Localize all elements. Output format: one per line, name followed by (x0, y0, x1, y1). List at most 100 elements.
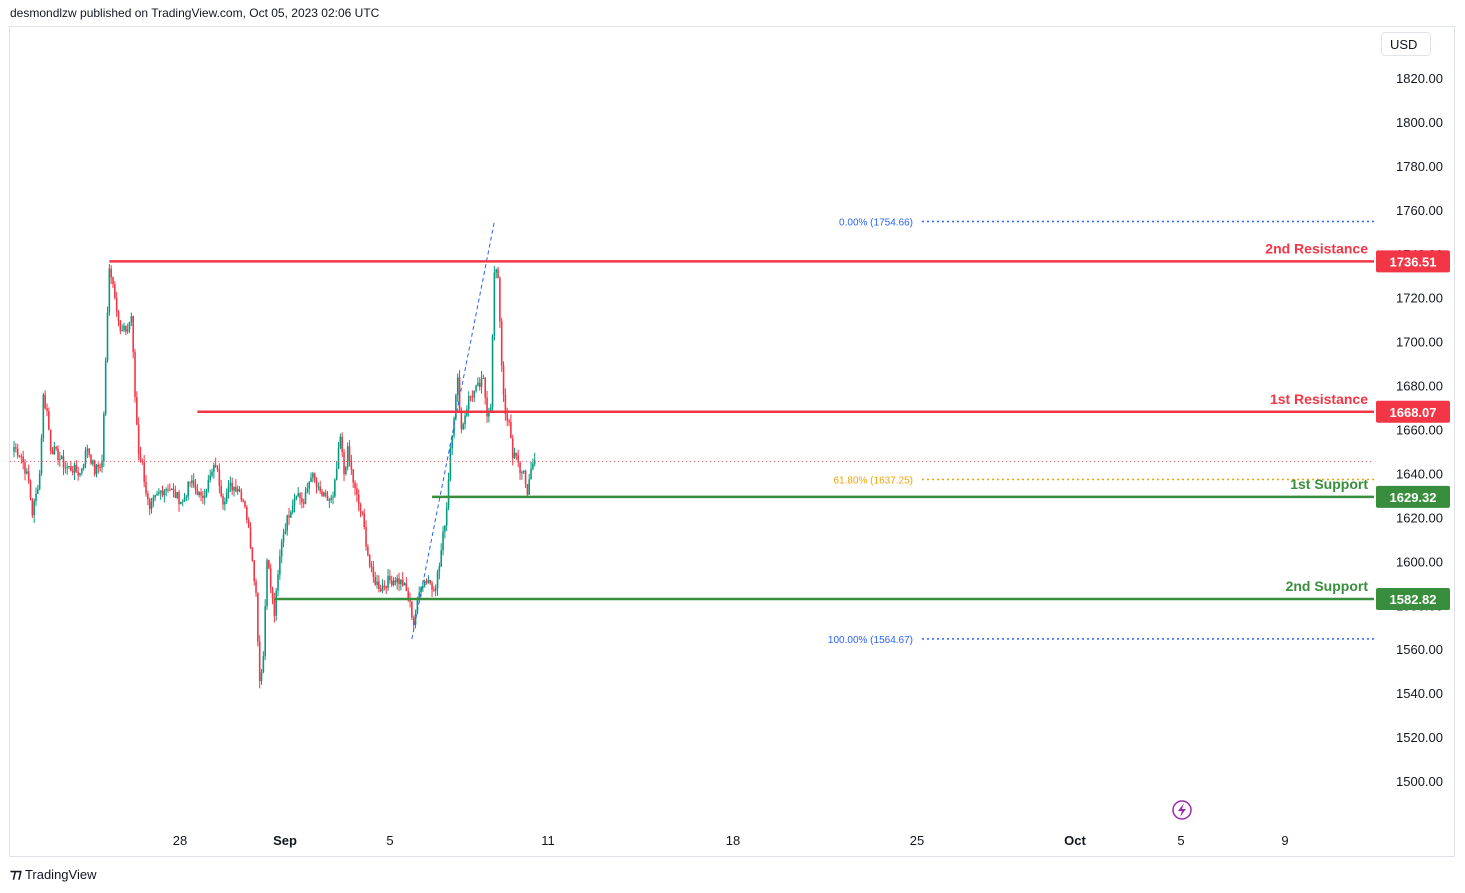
candle-body (288, 515, 290, 518)
y-tick-label: 1620.00 (1396, 510, 1443, 525)
candle-body (161, 490, 164, 496)
candle-body (504, 394, 507, 414)
candle-body (104, 360, 107, 415)
candle-body (40, 437, 43, 474)
candle-body (31, 498, 34, 516)
candle-body (253, 560, 255, 582)
candle-body (273, 598, 276, 616)
candle-body (467, 396, 470, 410)
candle-body (304, 492, 307, 504)
candle-body (499, 278, 501, 322)
x-tick-label: 11 (541, 833, 555, 848)
candle-body (279, 556, 281, 575)
level-price-tag (1376, 485, 1450, 508)
candle-body (262, 656, 265, 673)
candle-body (323, 492, 325, 496)
candle-body (352, 469, 354, 483)
candle-body (213, 464, 215, 472)
candle-body (357, 494, 360, 505)
candle-body (361, 511, 364, 514)
candle-body (106, 312, 109, 361)
candle-body (335, 468, 338, 480)
candle-body (374, 577, 376, 585)
candle-body (343, 452, 345, 475)
candle-body (330, 497, 332, 500)
candle-body (401, 579, 404, 586)
candle-body (297, 493, 299, 497)
candle-body (290, 512, 292, 518)
candle-body (266, 560, 268, 607)
level-price-label: 1736.51 (1390, 254, 1437, 269)
candle-body (165, 489, 167, 491)
candle-body (379, 589, 382, 591)
candle-body (506, 413, 509, 421)
candle-body (189, 481, 191, 483)
candle-body (390, 580, 393, 586)
candle-body (486, 397, 488, 417)
publisher-caption: desmondlzw published on TradingView.com,… (10, 6, 380, 20)
currency-button[interactable]: USD (1381, 32, 1431, 56)
candle-body (418, 592, 421, 599)
candle-body (95, 464, 98, 475)
candle-body (427, 579, 430, 583)
candle-body (407, 590, 410, 600)
candle-body (456, 377, 459, 396)
candle-body (147, 493, 149, 500)
candle-body (130, 315, 133, 322)
candle-body (310, 477, 312, 482)
candle-body (440, 550, 443, 567)
candle-body (77, 471, 79, 476)
candle-body (145, 481, 147, 494)
candle-body (381, 585, 384, 591)
candle-body (286, 515, 288, 531)
candle-body (510, 421, 512, 439)
candle-body (33, 501, 35, 516)
candle-body (291, 505, 294, 513)
candle-body (451, 435, 454, 449)
candle-body (114, 284, 116, 298)
candle-body (521, 472, 523, 474)
candle-body (158, 492, 160, 494)
candle-body (154, 495, 156, 498)
candle-body (473, 390, 476, 398)
candle-body (500, 321, 503, 366)
candle-body (411, 601, 413, 618)
candle-body (246, 507, 248, 520)
candle-body (271, 588, 274, 599)
candle-body (442, 531, 444, 551)
level-name: 2nd Support (1286, 578, 1369, 594)
candle-body (519, 462, 521, 473)
candle-body (211, 471, 213, 476)
candle-body (324, 492, 327, 496)
candle-body (387, 576, 389, 588)
candle-body (192, 480, 195, 486)
candle-body (167, 489, 169, 491)
candle-body (425, 581, 428, 583)
candle-body (367, 546, 369, 556)
event-lightning-glyph (1178, 803, 1186, 817)
level-price-label: 1582.82 (1390, 592, 1437, 607)
candle-body (139, 454, 142, 461)
candle-body (493, 272, 496, 336)
y-tick-label: 1820.00 (1396, 71, 1443, 86)
candle-body (159, 490, 162, 493)
y-tick-label: 1760.00 (1396, 203, 1443, 218)
candle-body (150, 502, 153, 510)
candle-body (81, 468, 83, 473)
candle-body (90, 454, 92, 464)
candle-body (22, 456, 24, 463)
candle-body (350, 460, 353, 470)
candle-body (174, 490, 177, 498)
candle-body (400, 579, 402, 585)
candle-body (478, 382, 481, 387)
candle-body (207, 479, 210, 491)
candle-body (255, 581, 257, 593)
candle-body (346, 446, 349, 468)
candle-body (126, 329, 129, 332)
candle-body (508, 420, 510, 422)
candle-body (460, 410, 463, 430)
y-tick-label: 1660.00 (1396, 423, 1443, 438)
candle-body (315, 480, 318, 487)
candle-body (97, 464, 100, 468)
